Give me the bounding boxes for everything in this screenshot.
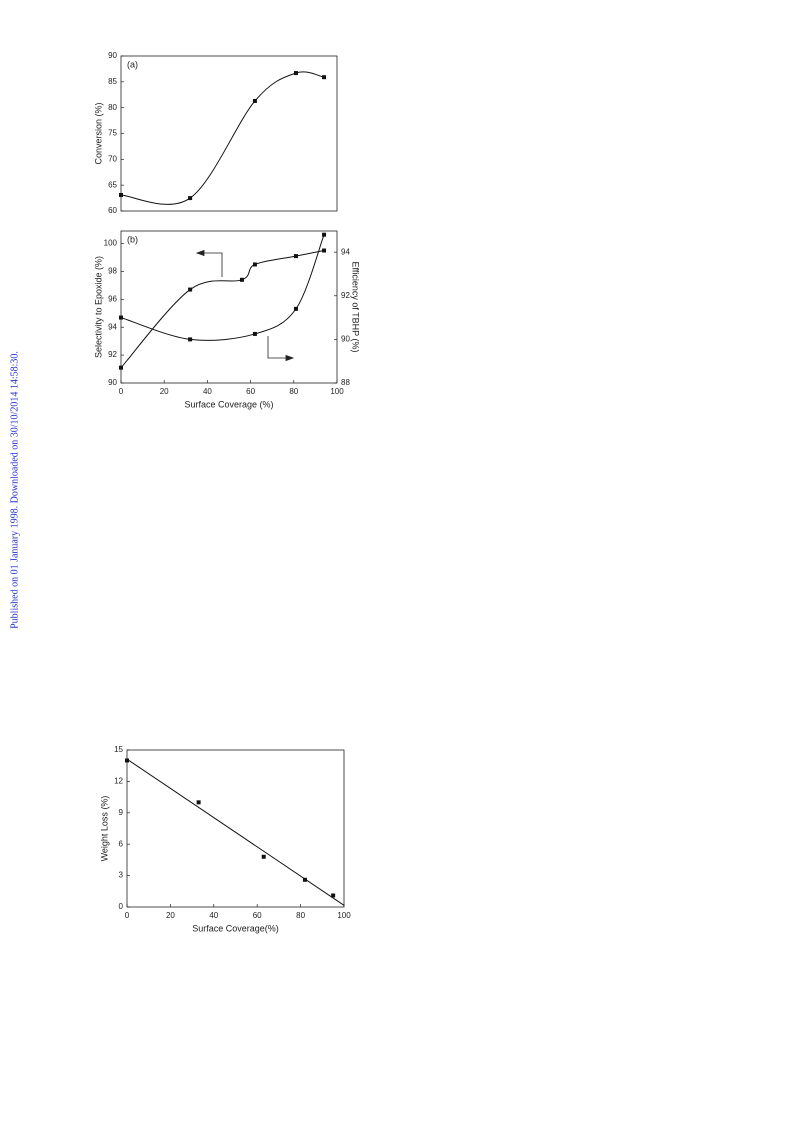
data-point xyxy=(119,192,123,197)
y-tick-label: 90 xyxy=(108,51,117,60)
data-point xyxy=(331,893,336,898)
data-point xyxy=(322,75,327,80)
y-tick-label: 15 xyxy=(114,745,123,754)
y-tick-label: 65 xyxy=(108,180,117,189)
data-point xyxy=(293,71,298,76)
y2-tick-label: 94 xyxy=(341,247,350,256)
data-point xyxy=(302,877,307,882)
y-axis-label: Weight Loss (%) xyxy=(99,796,109,862)
x-tick-label: 60 xyxy=(246,387,255,396)
data-point xyxy=(239,277,244,282)
x-tick-label: 60 xyxy=(253,911,262,920)
data-point xyxy=(252,331,257,336)
x-axis-label: Surface Coverage(%) xyxy=(192,923,279,933)
y2-tick-label: 88 xyxy=(341,378,350,387)
data-point xyxy=(188,287,193,292)
x-tick-label: 20 xyxy=(166,911,175,920)
y-tick-label: 70 xyxy=(108,154,117,163)
data-point xyxy=(322,232,327,237)
x-tick-label: 20 xyxy=(160,387,169,396)
y-tick-label: 96 xyxy=(108,294,117,303)
data-point xyxy=(119,365,123,370)
x-tick-label: 80 xyxy=(296,911,305,920)
y-tick-label: 94 xyxy=(108,322,117,331)
side-note: Published on 01 January 1998. Downloaded… xyxy=(9,351,20,629)
x-tick-label: 40 xyxy=(209,911,218,920)
arrows xyxy=(195,249,295,362)
y-tick-label: 6 xyxy=(119,839,124,848)
y-tick-label: 60 xyxy=(108,206,117,215)
y-tick-label: 80 xyxy=(108,103,117,112)
y2-tick-label: 92 xyxy=(341,291,350,300)
data-point xyxy=(293,306,298,311)
y-tick-label: 75 xyxy=(108,129,117,138)
y-tick-label: 85 xyxy=(108,77,117,86)
data-point xyxy=(322,248,327,253)
data-point xyxy=(252,262,257,267)
y-tick-label: 100 xyxy=(104,239,118,248)
data-point xyxy=(125,758,129,763)
data-point xyxy=(196,800,201,805)
data-point xyxy=(252,98,257,103)
plot-frame xyxy=(120,55,338,212)
y-tick-label: 3 xyxy=(119,871,124,880)
y-tick-label: 12 xyxy=(114,777,123,786)
fit-curve xyxy=(120,234,325,341)
x-axis-label: Surface Coverage (%) xyxy=(184,399,273,409)
fit-line xyxy=(126,758,345,906)
fit-curve xyxy=(120,71,325,205)
y2-tick-label: 90 xyxy=(341,334,350,343)
y-tick-label: 92 xyxy=(108,350,117,359)
y-tick-label: 0 xyxy=(119,902,124,911)
plot-frame xyxy=(120,230,338,384)
x-tick-label: 40 xyxy=(203,387,212,396)
y-axis-label: Conversion (%) xyxy=(93,102,103,164)
panel-label: (a) xyxy=(127,59,138,69)
fit-curve xyxy=(120,250,325,368)
y-tick-label: 98 xyxy=(108,267,117,276)
panel-label: (b) xyxy=(127,234,138,244)
x-tick-label: 100 xyxy=(337,911,351,920)
y-axis-label: Selectivity to Epoxide (%) xyxy=(93,256,103,358)
y-tick-label: 90 xyxy=(108,378,117,387)
data-point xyxy=(188,196,193,201)
x-tick-label: 100 xyxy=(330,387,344,396)
data-point xyxy=(261,854,266,859)
data-point xyxy=(293,254,298,259)
x-tick-label: 80 xyxy=(289,387,298,396)
x-tick-label: 0 xyxy=(119,387,124,396)
data-point xyxy=(188,337,193,342)
data-point xyxy=(119,315,123,320)
y-tick-label: 9 xyxy=(119,808,124,817)
y2-axis-label: Efficiency of TBHP (%) xyxy=(351,261,361,352)
x-tick-label: 0 xyxy=(125,911,130,920)
plot-frame xyxy=(126,749,345,908)
